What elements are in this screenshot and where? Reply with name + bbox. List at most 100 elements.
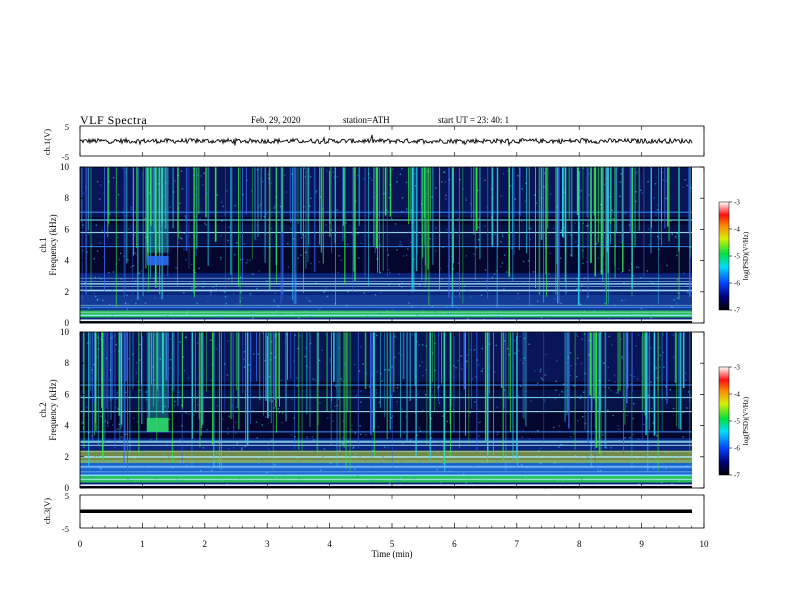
spec-speckle bbox=[88, 432, 90, 434]
spec-speckle bbox=[346, 304, 348, 307]
spec-speckle bbox=[354, 176, 356, 178]
spec-speckle bbox=[615, 392, 617, 394]
spec-sferic bbox=[182, 332, 184, 408]
spec-speckle bbox=[583, 246, 586, 248]
spec-speckle bbox=[230, 382, 233, 384]
spec-sferic bbox=[595, 167, 597, 222]
spec-speckle bbox=[580, 289, 583, 292]
spec-speckle bbox=[264, 359, 266, 362]
spec-speckle bbox=[554, 398, 557, 400]
spec-sferic bbox=[647, 332, 649, 428]
spec-speckle bbox=[597, 470, 600, 472]
spec-speckle bbox=[646, 391, 649, 393]
spec-speckle bbox=[400, 354, 403, 357]
spec-sferic bbox=[556, 167, 558, 264]
spec-speckle bbox=[682, 436, 684, 438]
spec-sferic bbox=[257, 167, 259, 237]
spec-sferic bbox=[593, 167, 595, 216]
spec-speckle bbox=[243, 350, 246, 353]
spec-speckle bbox=[462, 188, 465, 190]
spec-sferic bbox=[264, 167, 266, 263]
spec-speckle bbox=[676, 232, 678, 235]
spec-speckle bbox=[613, 381, 616, 383]
spec-green-band bbox=[80, 310, 692, 318]
spec-speckle bbox=[635, 171, 638, 173]
spec-speckle bbox=[418, 461, 421, 464]
spec-speckle bbox=[274, 204, 276, 207]
spec-speckle bbox=[271, 400, 273, 402]
spec-speckle bbox=[567, 423, 570, 426]
spec-sferic bbox=[688, 167, 690, 232]
spec-speckle bbox=[537, 455, 539, 458]
spec-sferic bbox=[432, 167, 434, 265]
spec-speckle bbox=[603, 183, 606, 186]
spec-speckle bbox=[418, 427, 421, 429]
spec-sferic bbox=[543, 332, 545, 445]
spec-speckle bbox=[656, 434, 658, 436]
spec-sferic bbox=[342, 167, 345, 226]
spec-speckle bbox=[287, 242, 289, 245]
spec-speckle bbox=[662, 351, 665, 354]
spec-speckle bbox=[376, 258, 379, 260]
spec-speckle bbox=[630, 383, 633, 385]
spec-speckle bbox=[633, 375, 635, 378]
spec-speckle bbox=[101, 337, 103, 340]
spec-speckle bbox=[122, 211, 124, 214]
spec-sferic bbox=[606, 167, 607, 306]
spec-speckle bbox=[150, 193, 153, 196]
date-label: Feb. 29, 2020 bbox=[251, 115, 301, 125]
spec-speckle bbox=[560, 229, 563, 232]
spec-speckle bbox=[346, 243, 349, 246]
spec-speckle bbox=[368, 386, 371, 388]
spec-speckle bbox=[540, 317, 543, 319]
spec-speckle bbox=[135, 372, 138, 374]
spec-speckle bbox=[291, 173, 293, 176]
spec-speckle bbox=[493, 273, 496, 275]
spec-speckle bbox=[565, 362, 568, 364]
x-tick-label: 5 bbox=[390, 539, 395, 549]
spec-speckle bbox=[612, 414, 614, 417]
spec-speckle bbox=[135, 302, 137, 305]
spec-hline-faint bbox=[80, 283, 692, 284]
spec-speckle bbox=[137, 381, 140, 383]
spec-sferic bbox=[497, 167, 499, 247]
spec-sferic bbox=[161, 167, 163, 300]
spec-speckle bbox=[665, 197, 667, 200]
spec-speckle bbox=[252, 410, 254, 412]
colorbar-tick-label: -6 bbox=[734, 445, 740, 453]
spec-speckle bbox=[420, 202, 423, 205]
spec-sferic bbox=[386, 332, 388, 440]
spec-speckle bbox=[563, 226, 565, 229]
spec-speckle bbox=[385, 209, 388, 211]
spec-sferic bbox=[201, 332, 203, 428]
spec-hline bbox=[80, 410, 692, 413]
spec-speckle bbox=[256, 168, 259, 171]
spec-speckle bbox=[455, 295, 457, 298]
spec-speckle bbox=[547, 317, 549, 319]
spec-sferic bbox=[301, 332, 303, 452]
spec-speckle bbox=[241, 447, 243, 449]
spec-speckle bbox=[321, 205, 324, 208]
spec-speckle bbox=[216, 194, 218, 196]
spec-speckle bbox=[183, 248, 185, 251]
spec-speckle bbox=[255, 421, 258, 423]
spec-sferic bbox=[148, 332, 150, 426]
spec-speckle bbox=[219, 316, 222, 318]
spec-speckle bbox=[586, 225, 588, 227]
spec-sferic bbox=[508, 332, 510, 400]
spec-sferic bbox=[251, 167, 253, 260]
spec-speckle bbox=[473, 348, 476, 351]
spec-speckle bbox=[254, 395, 256, 398]
spec-speckle bbox=[406, 208, 408, 210]
spec-hline-faint bbox=[80, 451, 692, 453]
spec-speckle bbox=[182, 356, 185, 358]
spec-speckle bbox=[277, 305, 280, 307]
spec-speckle bbox=[210, 379, 213, 382]
spec-speckle bbox=[133, 234, 135, 236]
spec-sferic bbox=[374, 167, 376, 253]
spec-speckle bbox=[286, 352, 288, 355]
spec-sferic bbox=[319, 167, 321, 245]
spec-sferic bbox=[153, 167, 156, 234]
spec-sferic bbox=[666, 332, 668, 404]
spec-speckle bbox=[422, 442, 425, 444]
